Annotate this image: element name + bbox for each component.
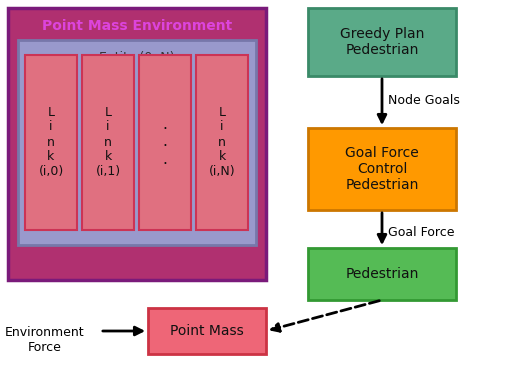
Text: Environment
Force: Environment Force [5,326,85,354]
FancyBboxPatch shape [82,55,134,230]
FancyBboxPatch shape [308,8,456,76]
FancyBboxPatch shape [196,55,248,230]
Text: L
i
n
k
(i,1): L i n k (i,1) [95,106,120,178]
Text: Greedy Plan
Pedestrian: Greedy Plan Pedestrian [340,27,424,57]
FancyBboxPatch shape [8,8,266,280]
Text: L
i
n
k
(i,0): L i n k (i,0) [38,106,64,178]
Text: Entity (0..N): Entity (0..N) [99,52,175,64]
Text: .
.
.: . . . [163,117,167,167]
Text: Goal Force
Control
Pedestrian: Goal Force Control Pedestrian [345,146,419,192]
FancyBboxPatch shape [308,128,456,210]
Text: Node Goals: Node Goals [388,93,460,106]
FancyBboxPatch shape [148,308,266,354]
FancyBboxPatch shape [308,248,456,300]
FancyBboxPatch shape [18,40,256,245]
Text: Point Mass: Point Mass [170,324,244,338]
Text: Pedestrian: Pedestrian [346,267,419,281]
Text: Point Mass Environment: Point Mass Environment [42,19,232,33]
FancyBboxPatch shape [25,55,77,230]
Text: L
i
n
k
(i,N): L i n k (i,N) [209,106,235,178]
Text: Goal Force: Goal Force [388,226,455,238]
FancyBboxPatch shape [139,55,191,230]
